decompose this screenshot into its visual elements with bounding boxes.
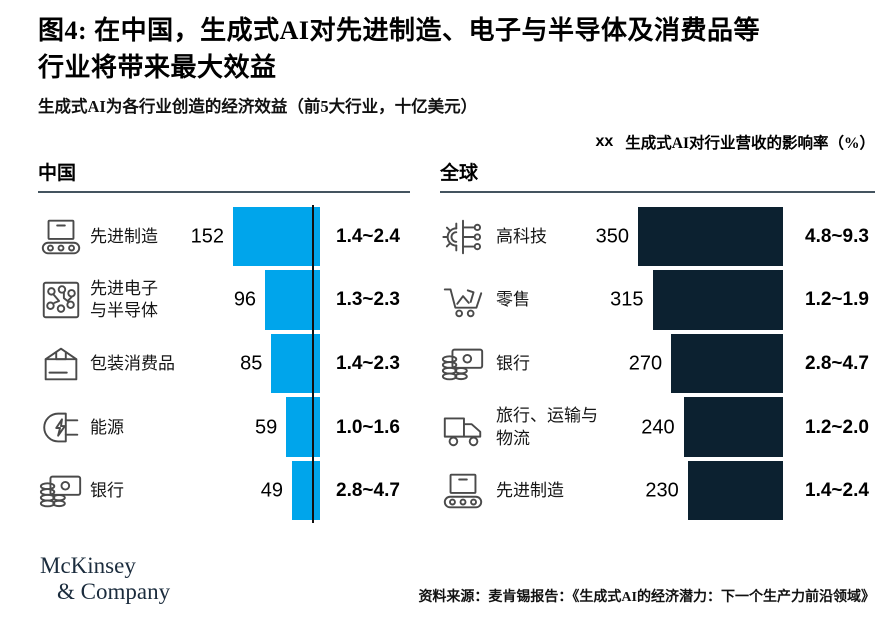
logo-line1: McKinsey: [40, 553, 136, 578]
bar-area: 350: [596, 205, 783, 269]
bar-area: 59: [182, 396, 320, 460]
bar-area: 315: [604, 269, 783, 333]
bar-value: 230: [645, 479, 679, 502]
figure-title: 图4: 在中国，生成式AI对先进制造、电子与半导体及消费品等 行业将带来最大效益: [38, 12, 858, 86]
industry-label: 高科技: [496, 226, 547, 246]
industry-row: 旅行、运输与 物流 240 1.2~2.0: [440, 396, 875, 460]
industry-label: 银行: [496, 353, 530, 373]
china-section-title: 中国: [38, 163, 77, 184]
bar-area: 152: [182, 205, 320, 269]
conveyor-icon: [38, 214, 90, 260]
impact-legend: xx 生成式AI对行业营收的影响率（%）: [595, 131, 875, 153]
package-box-icon: [38, 341, 90, 387]
industry-row: 零售 315 1.2~1.9: [440, 269, 875, 333]
shopping-cart-icon: [440, 277, 496, 323]
figure-title-line1: 图4: 在中国，生成式AI对先进制造、电子与半导体及消费品等: [38, 16, 761, 45]
plug-energy-icon: [38, 405, 90, 451]
global-section-title: 全球: [440, 163, 479, 184]
industry-label: 银行: [90, 481, 124, 501]
industry-row: 包装消费品 85 1.4~2.3: [38, 332, 410, 396]
bar-value: 270: [628, 352, 663, 375]
china-header-rule: [38, 191, 410, 193]
impact-range: 1.2~2.0: [805, 416, 869, 438]
conveyor-icon: [440, 468, 496, 514]
impact-range: 1.2~1.9: [805, 289, 869, 311]
bar: [652, 270, 783, 330]
impact-range: 1.4~2.3: [336, 352, 400, 374]
bar: [265, 270, 320, 330]
banknote-coins-icon: [38, 468, 90, 514]
global-column: 全球 高科技 350 4.8~9.3 零售 315 1.2~1.9 银行 270 2.8~4.7…: [440, 163, 875, 523]
bar: [683, 397, 783, 457]
bar-area: 240: [604, 396, 783, 460]
industry-label: 零售: [496, 290, 530, 310]
bar-area: 96: [182, 269, 320, 333]
bar-value: 240: [641, 416, 675, 439]
industry-row: 银行 49 2.8~4.7: [38, 459, 410, 523]
impact-range: 1.4~2.4: [805, 480, 869, 502]
mckinsey-logo: McKinsey & Company: [40, 553, 170, 605]
bar-value: 59: [254, 416, 278, 439]
bar-area: 85: [182, 332, 320, 396]
global-chart: 高科技 350 4.8~9.3 零售 315 1.2~1.9 银行 270 2.8~4.7 旅行、…: [440, 205, 875, 523]
impact-range: 2.8~4.7: [805, 352, 869, 374]
gear-network-icon: [440, 214, 496, 260]
impact-range: 2.8~4.7: [336, 480, 400, 502]
bar: [671, 333, 783, 394]
china-column: 中国 先进制造 152 1.4~2.4 先进电子 与半导体 96 1.3~2.3 包装消费品…: [38, 163, 410, 523]
banknote-coins-icon: [440, 341, 496, 387]
impact-range: 1.4~2.4: [336, 225, 400, 247]
bar: [638, 206, 783, 267]
industry-row: 高科技 350 4.8~9.3: [440, 205, 875, 269]
figure-subtitle: 生成式AI为各行业创造的经济效益（前5大行业，十亿美元）: [38, 97, 478, 116]
circuit-icon: [38, 277, 90, 323]
figure-title-line2: 行业将带来最大效益: [38, 53, 277, 82]
industry-label: 旅行、运输与 物流: [496, 406, 598, 448]
industry-row: 先进制造 152 1.4~2.4: [38, 205, 410, 269]
industry-label: 先进制造: [90, 226, 158, 246]
global-header-rule: [440, 191, 875, 193]
industry-row: 银行 270 2.8~4.7: [440, 332, 875, 396]
bar: [233, 206, 320, 267]
bar-value: 49: [260, 479, 283, 502]
china-axis-line: [312, 205, 314, 523]
bar-value: 152: [190, 225, 224, 248]
bar: [286, 397, 320, 457]
industry-label: 先进电子 与半导体: [90, 279, 158, 321]
industry-row: 能源 59 1.0~1.6: [38, 396, 410, 460]
bar-value: 96: [233, 288, 257, 311]
bar-area: 230: [604, 459, 783, 523]
impact-range: 1.3~2.3: [336, 289, 400, 311]
legend-marker: xx: [595, 133, 614, 150]
bar: [291, 460, 320, 521]
bar-value: 315: [610, 288, 644, 311]
industry-label: 包装消费品: [90, 353, 175, 373]
logo-line2: & Company: [57, 579, 171, 604]
legend-label: 生成式AI对行业营收的影响率（%）: [625, 135, 875, 152]
bar-value: 350: [595, 225, 629, 248]
source-note: 资料来源：麦肯锡报告：《生成式AI的经济潜力：下一个生产力前沿领域》: [418, 590, 875, 605]
industry-label: 能源: [90, 417, 124, 437]
china-chart: 先进制造 152 1.4~2.4 先进电子 与半导体 96 1.3~2.3 包装消费品 85 1…: [38, 205, 410, 523]
impact-range: 4.8~9.3: [805, 225, 869, 247]
industry-row: 先进制造 230 1.4~2.4: [440, 459, 875, 523]
bar: [687, 460, 783, 521]
bar-area: 49: [182, 459, 320, 523]
impact-range: 1.0~1.6: [336, 416, 400, 438]
truck-icon: [440, 405, 496, 451]
bar-area: 270: [604, 332, 783, 396]
industry-label: 先进制造: [496, 481, 564, 501]
bar: [271, 333, 320, 394]
industry-row: 先进电子 与半导体 96 1.3~2.3: [38, 269, 410, 333]
bar-value: 85: [240, 352, 263, 375]
